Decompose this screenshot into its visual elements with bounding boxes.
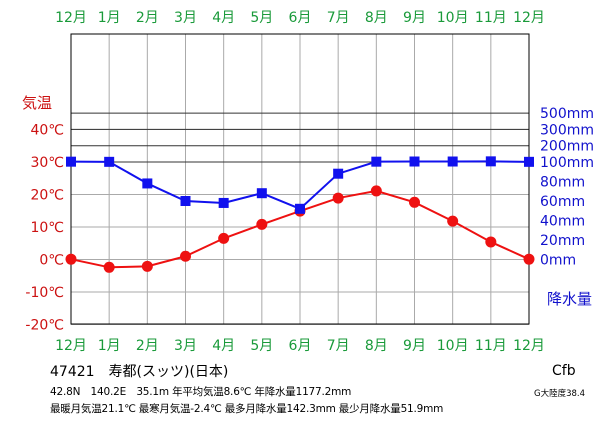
plot-frame <box>70 33 530 325</box>
precip-point <box>104 156 115 167</box>
month-label-bottom: 10月 <box>437 338 469 354</box>
precip-point <box>66 156 76 167</box>
month-label-bottom: 11月 <box>475 338 507 354</box>
month-label-bottom: 9月 <box>403 338 426 354</box>
temp-point <box>180 250 191 262</box>
temp-point <box>523 253 535 265</box>
temp-tick-label: 10℃ <box>30 220 64 236</box>
month-label-top: 4月 <box>212 10 235 26</box>
precip-tick-label: 20mm <box>540 233 585 249</box>
temp-point <box>65 253 77 265</box>
month-label-top: 2月 <box>136 10 159 26</box>
temp-point <box>332 192 344 204</box>
month-label-top: 3月 <box>174 10 197 26</box>
precip-point <box>333 168 344 179</box>
axis-labels: 気温 降水量 12月 12月 1月 1月 2月 2月 3月 3月 4月 4月 5月 5月 6月 6月 7月 7… <box>22 10 594 354</box>
precip-point <box>295 203 305 214</box>
temp-axis-title: 気温 <box>22 94 52 112</box>
temp-point <box>256 218 268 230</box>
temp-tick-label: -20℃ <box>25 318 64 334</box>
precip-point <box>256 188 267 199</box>
month-label-bottom: 12月 <box>55 338 87 354</box>
month-label-top: 1月 <box>98 10 121 26</box>
month-label-top: 6月 <box>289 10 312 26</box>
temp-point <box>218 232 230 244</box>
temp-point <box>103 261 115 273</box>
month-label-top: 12月 <box>513 10 545 26</box>
station-name: 47421 寿都(スッツ)(日本) <box>50 364 229 380</box>
temp-point <box>485 236 497 248</box>
precip-tick-label: 80mm <box>540 175 585 191</box>
precip-point <box>524 156 534 167</box>
precip-point <box>371 156 382 167</box>
month-label-top: 8月 <box>365 10 388 26</box>
station-stats-line: 42.8N 140.2E 35.1m 年平均気温8.6℃ 年降水量1177.2m… <box>50 386 352 398</box>
temp-point <box>370 185 382 197</box>
month-label-bottom: 7月 <box>327 338 350 354</box>
temp-tick-label: 20℃ <box>30 188 64 204</box>
extremes-line: 最暖月気温21.1℃ 最寒月気温-2.4℃ 最多月降水量142.3mm 最少月降… <box>50 403 444 415</box>
temp-point <box>409 196 420 208</box>
precip-tick-label: 0mm <box>540 253 576 269</box>
precip-tick-label: 300mm <box>540 122 594 138</box>
month-label-bottom: 4月 <box>212 338 235 354</box>
temp-point <box>447 215 459 227</box>
month-label-bottom: 3月 <box>174 338 197 354</box>
temp-tick-label: 40℃ <box>30 123 64 139</box>
temp-tick-label: 30℃ <box>30 155 64 171</box>
month-label-bottom: 8月 <box>365 338 388 354</box>
temp-tick-label: -10℃ <box>25 285 64 301</box>
koppen-climate: Cfb <box>552 363 576 379</box>
precip-tick-label: 100mm <box>540 155 594 171</box>
month-label-top: 11月 <box>475 10 507 26</box>
precip-tick-label: 60mm <box>540 194 585 210</box>
precip-point <box>180 196 191 206</box>
temp-tick-label: 0℃ <box>39 253 64 269</box>
precip-point <box>447 156 458 167</box>
month-label-bottom: 1月 <box>98 338 121 354</box>
temp-point <box>141 260 153 272</box>
series-layer <box>65 156 535 273</box>
precip-axis-title: 降水量 <box>547 290 592 308</box>
continentality: G大陸度38.4 <box>534 389 586 399</box>
month-label-bottom: 6月 <box>289 338 312 354</box>
month-label-top: 10月 <box>437 10 469 26</box>
month-label-bottom: 2月 <box>136 338 159 354</box>
precip-point <box>218 197 229 208</box>
month-label-bottom: 5月 <box>250 338 273 354</box>
month-label-top: 12月 <box>55 10 87 26</box>
precip-point <box>142 178 153 189</box>
month-label-top: 9月 <box>403 10 426 26</box>
precip-tick-label: 200mm <box>540 139 594 155</box>
month-label-top: 7月 <box>327 10 350 26</box>
month-label-top: 5月 <box>250 10 273 26</box>
precip-point <box>409 156 420 167</box>
month-label-bottom: 12月 <box>513 338 545 354</box>
precip-tick-label: 40mm <box>540 214 585 230</box>
precip-tick-label: 500mm <box>540 106 594 122</box>
precip-point <box>485 156 496 167</box>
